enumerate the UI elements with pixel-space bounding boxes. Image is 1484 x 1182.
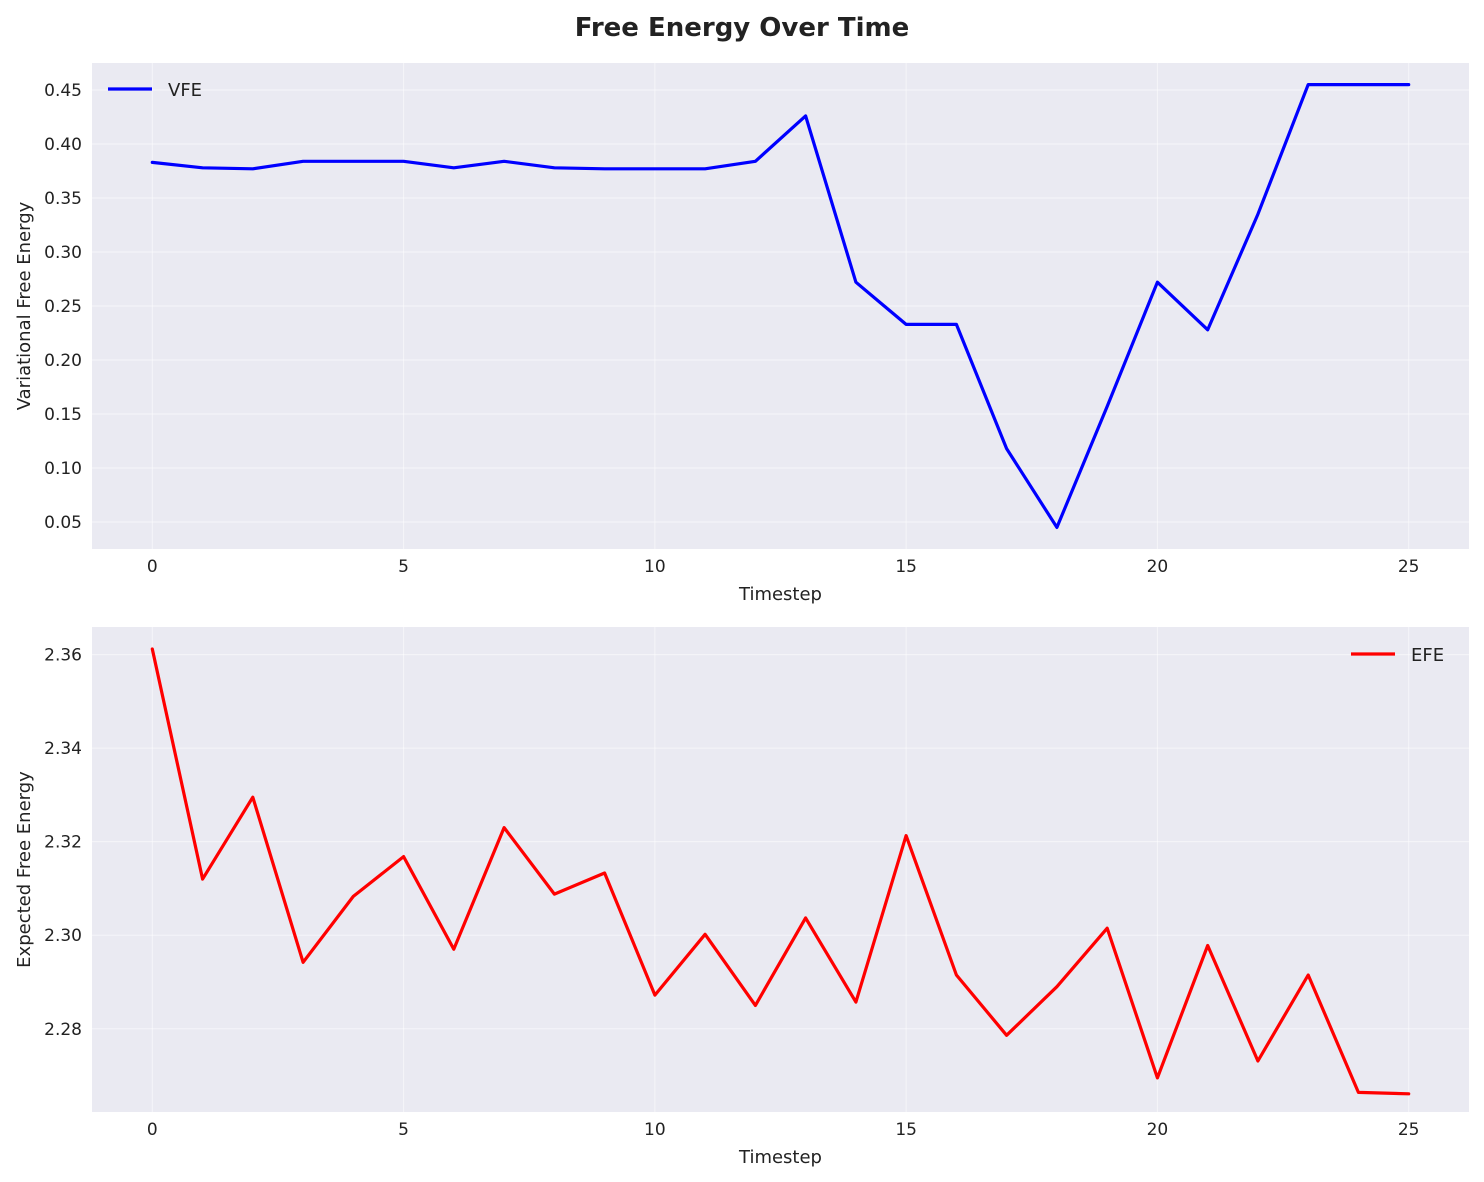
vfe-subplot: 0 5 10 15 20 25 0.05 0.10 0.15 0.20 0.25 0.30 0.35 0.… [14,63,1469,605]
x-axis-label: Timestep [738,1147,822,1168]
x-tick-label: 0 [147,557,158,577]
x-tick-label: 15 [895,557,917,577]
y-tick-label: 0.20 [44,351,82,371]
x-tick-label: 20 [1147,557,1169,577]
y-tick-label: 0.15 [44,405,82,425]
x-tick-label: 25 [1398,557,1420,577]
x-tick-label: 25 [1398,1120,1420,1140]
y-tick-label: 0.10 [44,459,82,479]
plot-area [92,627,1469,1112]
figure-title: Free Energy Over Time [575,13,910,43]
x-tick-label: 0 [147,1120,158,1140]
x-tick-label: 10 [644,557,666,577]
series-line-efe [150,647,1411,1096]
x-tick-label: 10 [644,1120,666,1140]
y-tick-label: 2.36 [44,646,82,666]
y-tick-label: 0.35 [44,189,82,209]
x-axis-label: Timestep [738,584,822,605]
y-tick-label: 2.28 [44,1020,82,1040]
y-tick-label: 2.34 [44,739,82,759]
x-tick-label: 5 [398,1120,409,1140]
legend-label: EFE [1411,645,1444,666]
series-line-vfe [150,82,1411,530]
y-tick-label: 0.30 [44,243,82,263]
x-tick-label: 20 [1147,1120,1169,1140]
y-tick-label: 0.25 [44,297,82,317]
efe-subplot: 0 5 10 15 20 25 2.28 2.30 2.32 2.34 2.36 Timestep Ex… [14,627,1469,1168]
y-tick-label: 2.32 [44,833,82,853]
y-axis-label: Variational Free Energy [14,201,35,410]
y-axis-label: Expected Free Energy [14,771,35,968]
y-tick-label: 0.05 [44,513,82,533]
y-tick-label: 0.45 [44,81,82,101]
legend-label: VFE [168,80,202,101]
x-tick-label: 15 [895,1120,917,1140]
y-tick-label: 2.30 [44,926,82,946]
y-tick-label: 0.40 [44,135,82,155]
x-tick-label: 5 [398,557,409,577]
